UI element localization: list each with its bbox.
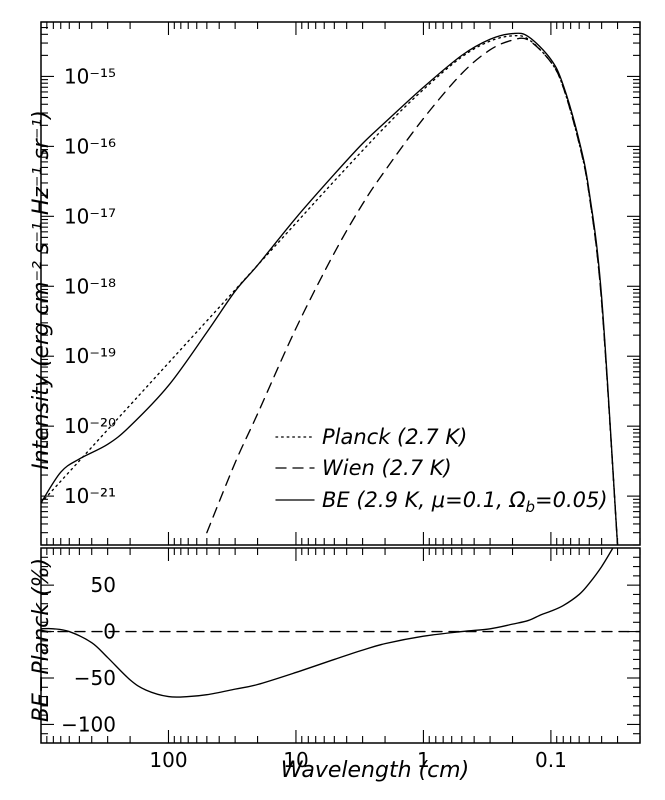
top-y-tick-label: 10⁻¹⁹ [64,344,116,368]
bottom-y-tick-label: −50 [74,666,116,690]
series-be-2-9-k-0-1-b-0-05 [41,32,619,545]
x-ticks: 100 10 1 0.1 [40,22,641,772]
legend: Planck (2.7 K) Wien (2.7 K) BE (2.9 K, μ=0… [275,425,608,516]
x-tick-label: 0.1 [535,748,567,772]
top-panel: 10⁻²¹ 10⁻²⁰ 10⁻¹⁹ 10⁻¹⁸ 10⁻¹⁷ 10⁻¹⁶ 10⁻¹⁵ [40,21,641,546]
bottom-series [41,548,640,698]
x-tick-label: 1 [417,748,430,772]
legend-label: Planck (2.7 K) [322,425,467,449]
series-be-planck [41,548,614,698]
legend-label: Wien (2.7 K) [322,456,452,480]
bottom-plot-frame [40,547,641,744]
legend-label: BE (2.9 K, μ=0.1, Ωb=0.05) [322,488,608,516]
bottom-y-axis-title: BE−Planck (%) [29,558,54,722]
x-tick-label: 10 [283,748,308,772]
top-y-tick-label: 10⁻¹⁵ [64,64,116,88]
top-y-tick-label: 10⁻¹⁶ [64,134,116,158]
top-plot-frame [40,21,641,546]
top-y-tick-label: 10⁻¹⁷ [64,204,116,228]
top-y-tick-label: 10⁻¹⁸ [64,274,116,298]
x-tick-label: 100 [149,748,187,772]
x-axis-title: Wavelength (cm) [281,758,469,783]
bottom-y-tick-label: 50 [91,573,116,597]
top-y-tick-label: 10⁻²⁰ [64,414,116,438]
top-y-axis-title: Intensity (erg cm⁻² s⁻¹ Hz⁻¹ sr⁻¹) [29,110,54,470]
top-y-ticks: 10⁻²¹ 10⁻²⁰ 10⁻¹⁹ 10⁻¹⁸ 10⁻¹⁷ 10⁻¹⁶ 10⁻¹⁵ [41,21,640,546]
top-y-tick-label: 10⁻²¹ [64,484,116,508]
top-series [41,32,619,545]
bottom-y-ticks: 500−50−100 [41,556,640,736]
bottom-y-tick-label: −100 [61,712,116,736]
